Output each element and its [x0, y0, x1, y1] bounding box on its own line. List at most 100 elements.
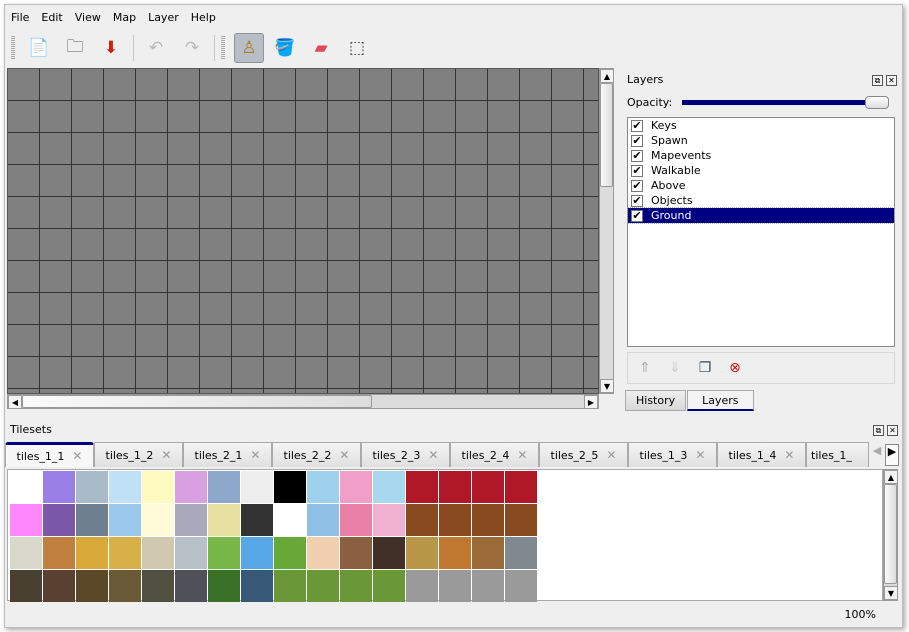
tile[interactable]	[109, 570, 141, 602]
vertical-scroll-thumb[interactable]	[600, 83, 613, 187]
tile[interactable]	[373, 471, 405, 503]
tab-history[interactable]: History	[625, 390, 687, 411]
tile[interactable]	[142, 537, 174, 569]
layer-row[interactable]: ✔ Mapevents	[628, 148, 894, 163]
layer-row[interactable]: ✔ Ground	[627, 207, 895, 224]
tile[interactable]	[241, 471, 273, 503]
layer-row[interactable]: ✔ Above	[628, 178, 894, 193]
tile[interactable]	[439, 570, 471, 602]
tile[interactable]	[10, 471, 42, 503]
toolbar-grip[interactable]	[221, 36, 225, 60]
tile[interactable]	[142, 570, 174, 602]
opacity-slider[interactable]	[682, 100, 872, 105]
tileset-tab[interactable]: tiles_2_2 ✕	[272, 442, 361, 467]
tab-scroll-right-icon[interactable]: ▶	[885, 444, 899, 466]
tile[interactable]	[241, 570, 273, 602]
close-tab-icon[interactable]: ✕	[784, 448, 795, 462]
tileset-tab[interactable]: tiles_1_3 ✕	[628, 442, 717, 467]
close-icon[interactable]: ✕	[886, 75, 897, 86]
tile[interactable]	[505, 570, 537, 602]
layer-visibility-checkbox[interactable]: ✔	[631, 118, 643, 132]
tile[interactable]	[307, 471, 339, 503]
tile[interactable]	[505, 504, 537, 536]
tile[interactable]	[76, 537, 108, 569]
tile[interactable]	[340, 471, 372, 503]
tile[interactable]	[175, 504, 207, 536]
scroll-left-button[interactable]: ◀	[8, 395, 22, 409]
tileset-tab[interactable]: tiles_2_5 ✕	[539, 442, 628, 467]
tile[interactable]	[76, 504, 108, 536]
tileset-tab[interactable]: tiles_2_3 ✕	[361, 442, 450, 467]
tile[interactable]	[43, 537, 75, 569]
scroll-up-button[interactable]: ▲	[600, 69, 614, 83]
vertical-scroll-thumb[interactable]	[884, 484, 897, 584]
menu-layer[interactable]: Layer	[148, 11, 179, 24]
tile[interactable]	[340, 504, 372, 536]
tileset-tab[interactable]: tiles_1_1 ✕	[5, 442, 94, 467]
layer-row[interactable]: ✔ Keys	[628, 118, 894, 133]
layer-row[interactable]: ✔ Objects	[628, 193, 894, 208]
tile[interactable]	[373, 537, 405, 569]
bucket-fill-button[interactable]: 🪣	[270, 33, 300, 63]
tile[interactable]	[142, 504, 174, 536]
tab-layers[interactable]: Layers	[687, 390, 754, 411]
remove-layer-button[interactable]: ⊗	[724, 357, 746, 379]
tile[interactable]	[406, 570, 438, 602]
tile[interactable]	[10, 570, 42, 602]
tile[interactable]	[373, 570, 405, 602]
tileset-tab[interactable]: tiles_1_4 ✕	[717, 442, 806, 467]
layer-visibility-checkbox[interactable]: ✔	[631, 163, 643, 177]
tile[interactable]	[10, 537, 42, 569]
horizontal-scroll-thumb[interactable]	[22, 395, 372, 408]
open-button[interactable]: 🗀	[60, 33, 90, 63]
tile[interactable]	[208, 471, 240, 503]
tile[interactable]	[10, 504, 42, 536]
tile[interactable]	[274, 471, 306, 503]
scroll-down-button[interactable]: ▼	[884, 586, 898, 600]
tile[interactable]	[373, 504, 405, 536]
tileset-tab[interactable]: tiles_1_	[806, 442, 869, 467]
tileset-tab[interactable]: tiles_2_1 ✕	[183, 442, 272, 467]
layer-visibility-checkbox[interactable]: ✔	[631, 193, 643, 207]
float-icon[interactable]: ⧉	[872, 75, 883, 86]
tile[interactable]	[142, 471, 174, 503]
undo-button[interactable]: ↶	[141, 33, 171, 63]
map-vertical-scrollbar[interactable]: ▲ ▼	[599, 68, 614, 394]
tile[interactable]	[274, 504, 306, 536]
close-icon[interactable]: ✕	[887, 425, 898, 436]
close-tab-icon[interactable]: ✕	[72, 449, 83, 463]
tile[interactable]	[208, 537, 240, 569]
scroll-down-button[interactable]: ▼	[600, 379, 614, 393]
tile[interactable]	[406, 537, 438, 569]
tile[interactable]	[241, 537, 273, 569]
scroll-right-button[interactable]: ▶	[584, 395, 598, 409]
tileset-tab[interactable]: tiles_2_4 ✕	[450, 442, 539, 467]
tile[interactable]	[505, 471, 537, 503]
tile[interactable]	[472, 537, 504, 569]
tile[interactable]	[241, 504, 273, 536]
layer-row[interactable]: ✔ Spawn	[628, 133, 894, 148]
layer-visibility-checkbox[interactable]: ✔	[631, 208, 643, 222]
close-tab-icon[interactable]: ✕	[250, 448, 261, 462]
tile[interactable]	[175, 570, 207, 602]
close-tab-icon[interactable]: ✕	[428, 448, 439, 462]
tileset-vertical-scrollbar[interactable]: ▲ ▼	[883, 469, 898, 601]
tile[interactable]	[175, 471, 207, 503]
tile[interactable]	[109, 471, 141, 503]
raise-layer-button[interactable]: ⇑	[634, 357, 656, 379]
close-tab-icon[interactable]: ✕	[161, 448, 172, 462]
tile[interactable]	[43, 504, 75, 536]
layer-visibility-checkbox[interactable]: ✔	[631, 178, 643, 192]
tile[interactable]	[406, 471, 438, 503]
tab-scroll-left-icon[interactable]: ◀	[872, 444, 882, 457]
tile[interactable]	[406, 504, 438, 536]
rect-select-button[interactable]: ⬚	[342, 33, 372, 63]
duplicate-layer-button[interactable]: ❐	[694, 357, 716, 379]
close-tab-icon[interactable]: ✕	[339, 448, 350, 462]
map-canvas[interactable]	[7, 68, 599, 394]
tile[interactable]	[43, 570, 75, 602]
menu-edit[interactable]: Edit	[41, 11, 63, 24]
tile[interactable]	[208, 570, 240, 602]
save-button[interactable]: ⬇	[96, 33, 126, 63]
tile[interactable]	[76, 570, 108, 602]
